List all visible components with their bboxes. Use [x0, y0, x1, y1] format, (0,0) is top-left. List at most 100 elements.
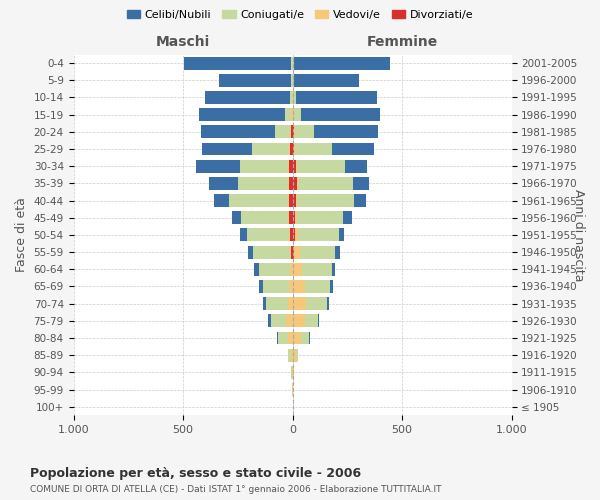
Bar — [259, 263, 290, 276]
Bar — [297, 177, 298, 190]
Bar — [232, 212, 241, 224]
Bar — [293, 194, 296, 207]
Bar — [335, 246, 340, 258]
Bar — [295, 228, 298, 241]
Bar — [293, 314, 305, 327]
Bar — [295, 126, 314, 138]
Bar — [305, 280, 330, 293]
Bar — [293, 212, 295, 224]
Bar — [292, 108, 293, 121]
Bar — [184, 56, 292, 70]
Bar — [263, 280, 289, 293]
Bar — [297, 160, 345, 172]
Bar — [293, 108, 301, 121]
Bar — [293, 280, 305, 293]
Bar — [292, 126, 293, 138]
Text: Femmine: Femmine — [367, 36, 437, 50]
Bar — [305, 297, 326, 310]
Bar — [254, 263, 259, 276]
Bar — [301, 332, 309, 344]
Bar — [275, 126, 290, 138]
Bar — [293, 246, 300, 258]
Bar — [292, 366, 293, 379]
Bar — [293, 142, 295, 156]
Bar — [295, 142, 332, 156]
Bar — [293, 263, 302, 276]
Bar — [289, 160, 293, 172]
Bar — [353, 177, 369, 190]
Bar — [247, 228, 289, 241]
Bar — [240, 228, 247, 241]
Y-axis label: Fasce di età: Fasce di età — [15, 198, 28, 272]
Bar — [288, 297, 293, 310]
Bar — [200, 126, 275, 138]
Bar — [202, 142, 252, 156]
Text: COMUNE DI ORTA DI ATELLA (CE) - Dati ISTAT 1° gennaio 2006 - Elaborazione TUTTIT: COMUNE DI ORTA DI ATELLA (CE) - Dati IST… — [30, 485, 442, 494]
Bar — [318, 314, 319, 327]
Bar — [199, 108, 285, 121]
Bar — [240, 160, 288, 172]
Bar — [278, 332, 288, 344]
Bar — [293, 177, 297, 190]
Bar — [285, 108, 292, 121]
Bar — [296, 91, 377, 104]
Bar — [287, 348, 291, 362]
Bar — [290, 246, 292, 258]
Bar — [289, 177, 293, 190]
Bar — [293, 297, 305, 310]
Bar — [296, 348, 298, 362]
Bar — [289, 228, 290, 241]
Bar — [291, 348, 293, 362]
Bar — [293, 332, 301, 344]
Bar — [288, 194, 289, 207]
Y-axis label: Anni di nascita: Anni di nascita — [572, 188, 585, 281]
Bar — [305, 314, 318, 327]
Bar — [263, 297, 266, 310]
Bar — [289, 194, 293, 207]
Bar — [241, 212, 288, 224]
Bar — [296, 194, 297, 207]
Bar — [289, 142, 290, 156]
Bar — [293, 91, 296, 104]
Bar — [297, 212, 343, 224]
Bar — [293, 74, 359, 86]
Bar — [345, 160, 367, 172]
Text: Popolazione per età, sesso e stato civile - 2006: Popolazione per età, sesso e stato civil… — [30, 468, 361, 480]
Bar — [266, 297, 288, 310]
Bar — [338, 228, 344, 241]
Bar — [293, 366, 295, 379]
Bar — [343, 212, 352, 224]
Bar — [332, 263, 335, 276]
Bar — [290, 126, 292, 138]
Bar — [205, 91, 290, 104]
Bar — [300, 246, 335, 258]
Bar — [288, 212, 289, 224]
Bar — [290, 228, 293, 241]
Bar — [298, 177, 353, 190]
Bar — [326, 297, 329, 310]
Bar — [293, 56, 390, 70]
Bar — [293, 126, 295, 138]
Bar — [290, 142, 293, 156]
Bar — [277, 332, 278, 344]
Bar — [248, 246, 253, 258]
Text: Maschi: Maschi — [156, 36, 210, 50]
Bar — [289, 280, 293, 293]
Bar — [288, 332, 293, 344]
Bar — [229, 194, 288, 207]
Bar — [293, 228, 295, 241]
Bar — [292, 56, 293, 70]
Bar — [259, 280, 263, 293]
Bar — [302, 263, 332, 276]
Bar — [286, 314, 293, 327]
Bar — [293, 160, 296, 172]
Bar — [309, 332, 310, 344]
Bar — [219, 74, 292, 86]
Bar — [295, 212, 297, 224]
Bar — [253, 246, 290, 258]
Bar — [238, 177, 288, 190]
Bar — [314, 126, 378, 138]
Bar — [290, 263, 293, 276]
Bar — [288, 177, 289, 190]
Bar — [332, 142, 374, 156]
